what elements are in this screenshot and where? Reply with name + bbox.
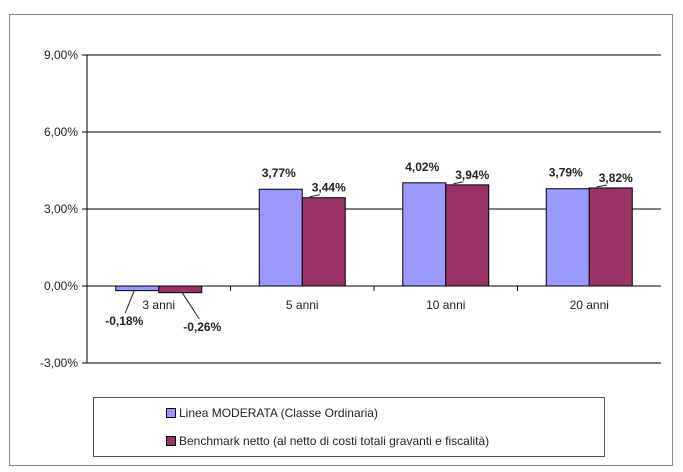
bar	[158, 285, 203, 294]
data-label: -0,18%	[105, 314, 143, 328]
data-label-leader	[453, 181, 464, 185]
data-label-leader	[596, 184, 607, 188]
data-label: 3,94%	[455, 168, 489, 182]
bar	[588, 187, 633, 287]
data-label: -0,26%	[183, 320, 221, 334]
data-label: 4,02%	[405, 160, 439, 174]
data-label-leader	[124, 290, 135, 314]
data-label-leader	[309, 194, 320, 198]
legend-item-linea-moderata: Linea MODERATA (Classe Ordinaria)	[166, 406, 378, 420]
bar	[445, 184, 490, 287]
y-tick-label: 0,00%	[44, 279, 78, 293]
legend-swatch-benchmark	[166, 436, 176, 446]
y-tick-label: 3,00%	[44, 202, 78, 216]
bar	[258, 188, 303, 287]
bar	[115, 285, 160, 292]
data-label: 3,77%	[262, 166, 296, 180]
y-tick-label: -3,00%	[40, 356, 78, 370]
data-label: 3,79%	[549, 166, 583, 180]
data-label: 3,82%	[599, 171, 633, 185]
bar	[545, 188, 590, 287]
data-label-leader	[181, 292, 200, 320]
legend-label-benchmark: Benchmark netto (al netto di costi total…	[179, 434, 490, 448]
legend-swatch-linea-moderata	[166, 408, 176, 418]
legend-label-linea-moderata: Linea MODERATA (Classe Ordinaria)	[179, 406, 378, 420]
category-label: 5 anni	[286, 298, 319, 312]
category-label: 10 anni	[426, 298, 465, 312]
legend-item-benchmark: Benchmark netto (al netto di costi total…	[166, 434, 489, 448]
bar	[301, 197, 346, 287]
category-label: 3 anni	[142, 298, 175, 312]
data-label: 3,44%	[312, 181, 346, 195]
y-tick-label: 6,00%	[44, 125, 78, 139]
category-label: 20 anni	[570, 298, 609, 312]
y-tick-label: 9,00%	[44, 48, 78, 62]
legend: Linea MODERATA (Classe Ordinaria) Benchm…	[93, 397, 605, 457]
bar	[402, 182, 447, 287]
